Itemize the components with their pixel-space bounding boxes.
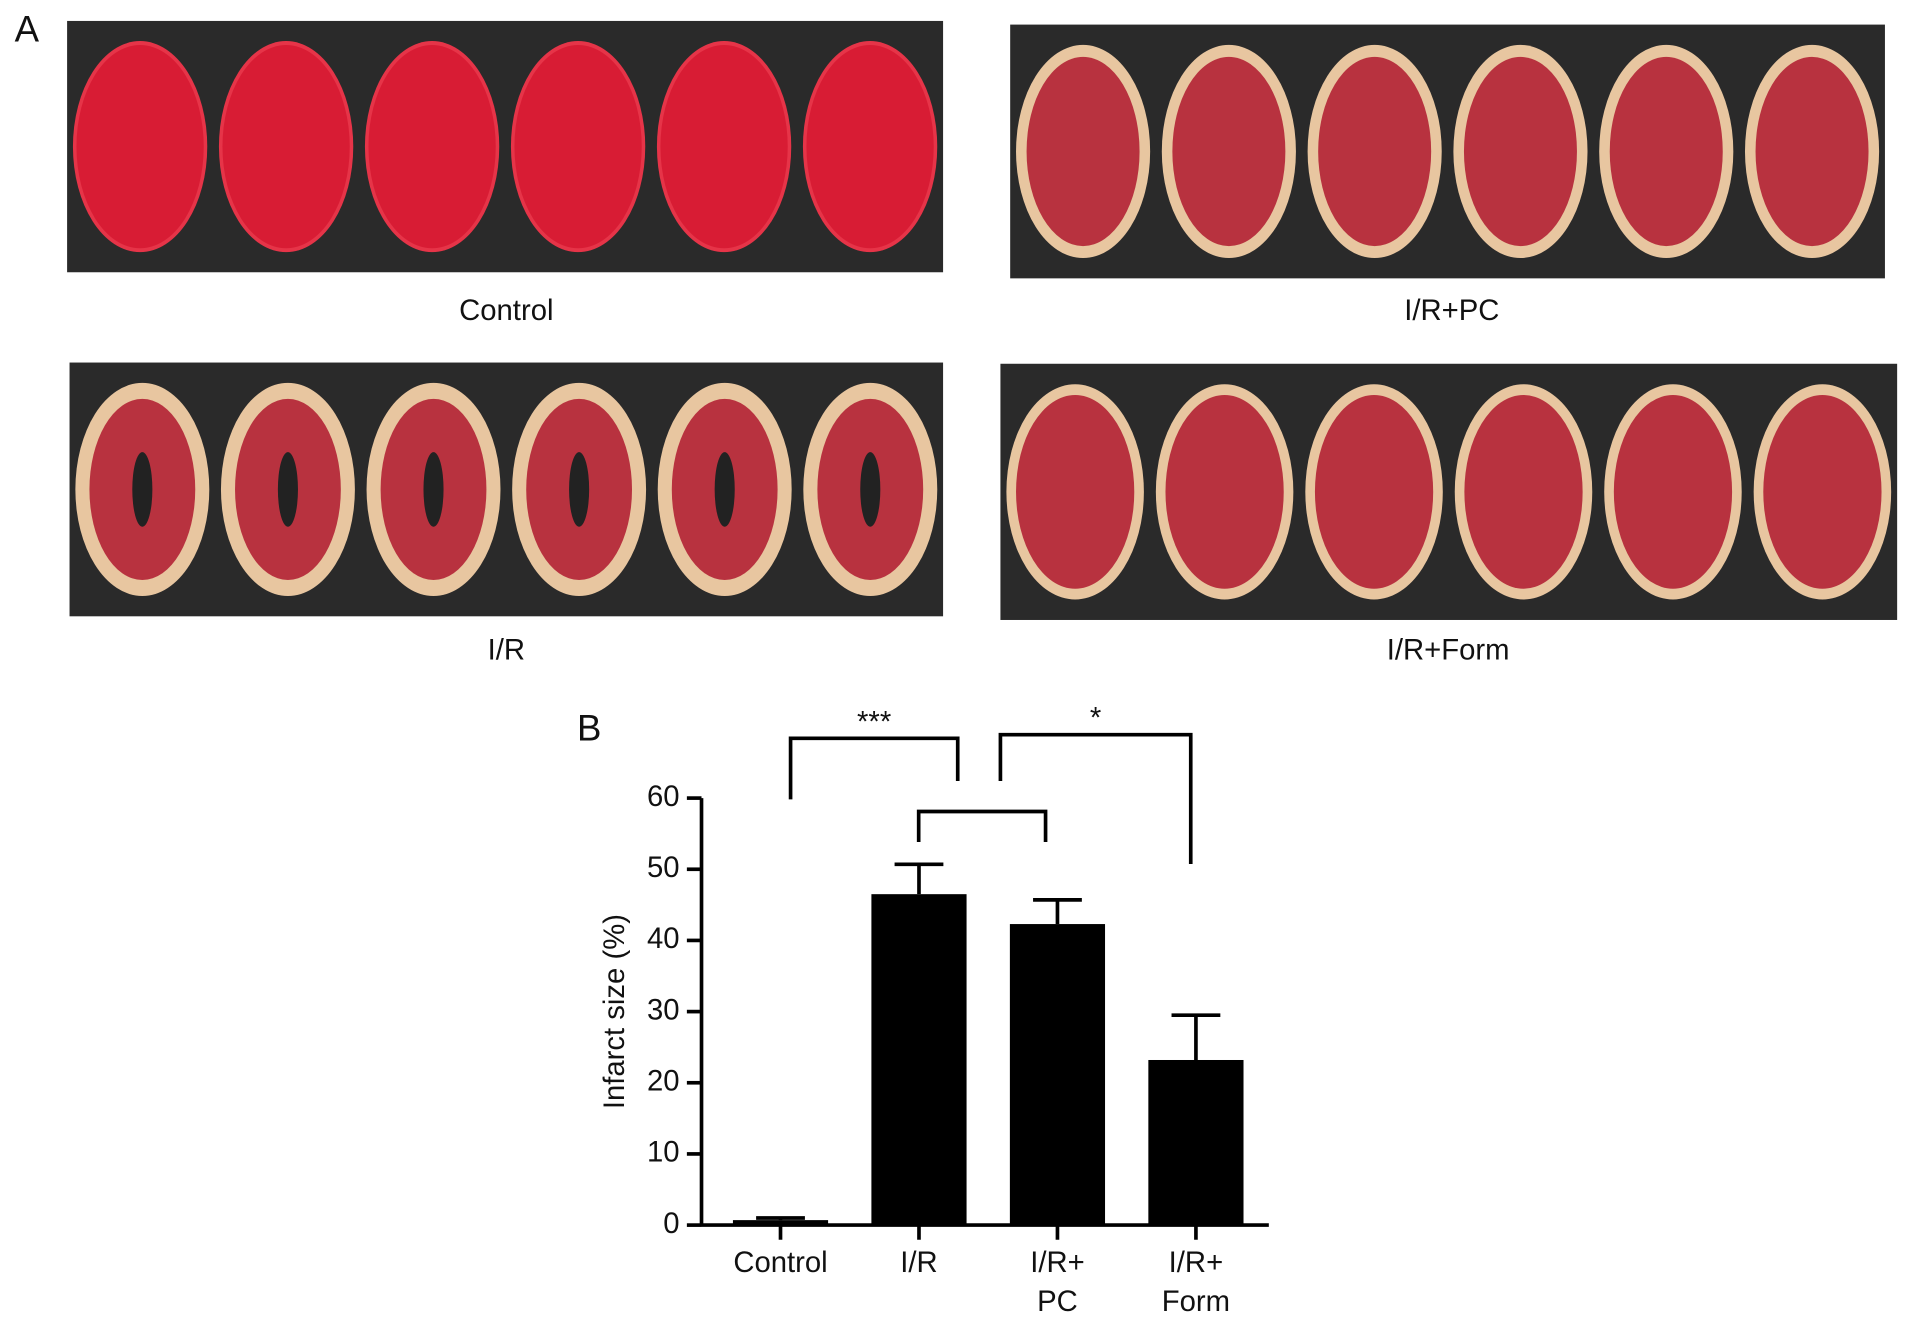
y-tick-label: 0 [663,1207,679,1240]
x-tick-label-line: I/R+ [1030,1246,1085,1279]
x-tick-label: Control [733,1246,827,1279]
photo-background [69,362,944,617]
photo-background [1010,24,1885,279]
y-tick-label: 30 [647,993,680,1026]
y-tick-label: 20 [647,1064,680,1097]
heart-slice-lumen [132,452,153,527]
heart-slice [1763,395,1882,589]
bar [871,894,967,1226]
heart-slice-lumen [860,452,881,527]
heart-slice [1613,395,1733,589]
bar [732,1220,829,1226]
x-tick-label-line: I/R [900,1246,937,1279]
significance-bracket [998,732,1193,864]
photo-caption: I/R+PC [1404,294,1499,327]
y-tick-label: 10 [647,1136,680,1169]
heart-slice-lumen [423,452,444,527]
x-tick-label: I/R [900,1246,937,1279]
heart-slice [1318,56,1432,247]
significance-label: * [1090,702,1101,735]
x-tick-label: I/R+ Form [1162,1246,1230,1318]
heart-slice-lumen [277,452,298,527]
heart-slice [1463,56,1577,247]
x-tick-label-line: I/R+ [1169,1246,1224,1279]
heart-slice-lumen [714,452,735,527]
heart-slice [76,45,204,249]
error-bar [756,1216,805,1221]
x-tick-label-line: Form [1162,1285,1230,1318]
x-tick-label: I/R+ PC [1030,1246,1085,1318]
bar [1009,924,1106,1226]
heart-slice-lumen [569,452,590,527]
heart-slice [806,45,934,249]
heart-slice [1016,395,1135,589]
heart-slice [222,45,350,249]
y-tick-label: 50 [647,851,680,884]
y-axis-label: Infarct size (%) [598,914,631,1109]
photo-caption: I/R+Form [1387,633,1510,666]
bar [1148,1059,1244,1226]
heart-slice [1464,395,1583,589]
heart-slice [1026,56,1140,247]
heart-slice [1755,56,1869,247]
significance-bracket [916,809,1048,843]
photo-background [1000,363,1898,620]
heart-slice [1172,56,1286,247]
heart-slice [1314,395,1434,589]
heart-slice [368,45,496,249]
y-tick-label: 60 [647,780,680,813]
heart-slice [660,45,788,249]
panel-label: A [15,9,40,50]
heart-slice [1165,395,1284,589]
photo-caption: Control [459,294,553,327]
error-bar [1171,1013,1221,1060]
panel-label: B [577,708,601,749]
photo-caption: I/R [488,633,525,666]
significance-bracket [788,736,960,800]
error-bar [1033,898,1082,925]
photo-background [67,20,944,273]
heart-slice [514,45,642,249]
significance-label: *** [857,705,891,738]
heart-slice [1609,56,1723,247]
y-tick-label: 40 [647,922,680,955]
error-bar [894,862,944,895]
x-tick-label-line: PC [1037,1285,1078,1318]
x-tick-label-line: Control [733,1246,827,1279]
